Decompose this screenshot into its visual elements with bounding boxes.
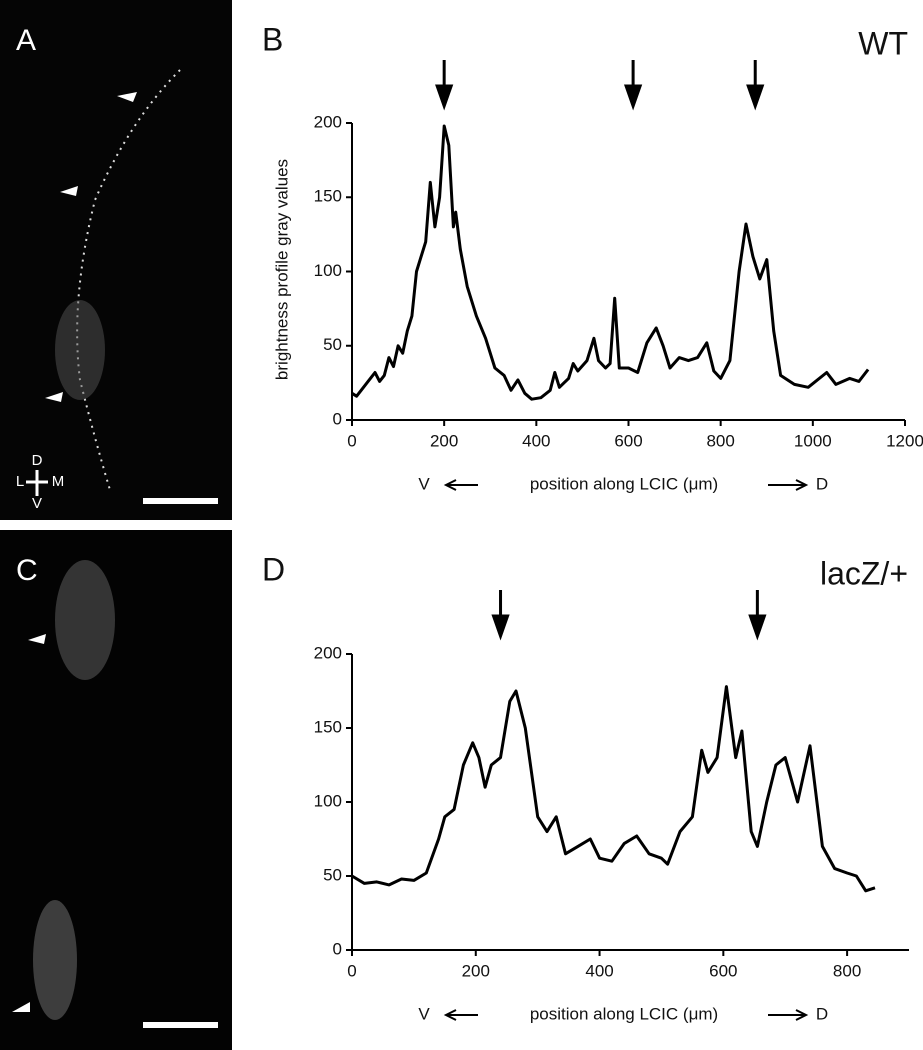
data-line xyxy=(351,685,876,893)
x-axis-label: D xyxy=(816,474,828,493)
stain xyxy=(55,560,115,680)
panel-label: C xyxy=(16,554,38,587)
y-tick-label: 50 xyxy=(323,865,342,884)
x-axis-label: position along LCIC (μm) xyxy=(530,474,718,493)
label-arrow xyxy=(768,1009,809,1021)
orientation-label: M xyxy=(52,473,65,490)
y-tick-label: 200 xyxy=(314,643,342,662)
x-tick-label: 600 xyxy=(709,961,737,980)
x-axis-label: V xyxy=(418,1004,430,1023)
peak-arrow xyxy=(491,590,510,641)
x-axis-label: D xyxy=(816,1004,828,1023)
x-tick-label: 1200 xyxy=(886,431,923,450)
x-tick-label: 200 xyxy=(462,961,490,980)
orientation-cross xyxy=(26,470,48,496)
peak-arrow xyxy=(748,590,767,641)
x-tick-label: 0 xyxy=(347,961,356,980)
chart-label: lacZ/+ xyxy=(820,555,908,591)
y-tick-label: 150 xyxy=(314,187,342,206)
orientation-label: V xyxy=(32,495,42,512)
panel-label: D xyxy=(262,551,285,587)
scale-bar xyxy=(143,498,218,504)
label-arrow xyxy=(443,1009,478,1021)
peak-arrow xyxy=(435,60,454,111)
y-tick-label: 100 xyxy=(314,791,342,810)
x-tick-label: 600 xyxy=(614,431,642,450)
x-tick-label: 400 xyxy=(522,431,550,450)
x-tick-label: 400 xyxy=(585,961,613,980)
y-tick-label: 100 xyxy=(314,261,342,280)
stain xyxy=(33,900,77,1020)
orientation-label: D xyxy=(32,452,43,469)
y-axis-label: brightness profile gray values xyxy=(272,159,291,380)
chart-label: WT xyxy=(858,25,908,61)
data-line xyxy=(351,124,870,401)
peak-arrow xyxy=(623,60,643,111)
y-tick-label: 50 xyxy=(323,335,342,354)
x-tick-label: 1000 xyxy=(794,431,832,450)
panel-label: A xyxy=(16,24,36,57)
x-axis-label: V xyxy=(418,474,430,493)
x-tick-label: 800 xyxy=(706,431,734,450)
orientation-label: L xyxy=(16,473,24,490)
x-tick-label: 800 xyxy=(833,961,861,980)
stain xyxy=(55,300,105,400)
panel-label: B xyxy=(262,21,283,57)
y-tick-label: 150 xyxy=(314,717,342,736)
label-arrow xyxy=(443,479,478,491)
x-tick-label: 200 xyxy=(430,431,458,450)
y-tick-label: 0 xyxy=(333,939,342,958)
x-tick-label: 0 xyxy=(347,431,356,450)
tracing-line xyxy=(76,69,181,491)
x-axis-label: position along LCIC (μm) xyxy=(530,1004,718,1023)
y-tick-label: 0 xyxy=(333,409,342,428)
peak-arrow xyxy=(746,60,765,111)
micrograph-a xyxy=(0,0,232,520)
y-tick-label: 200 xyxy=(314,112,342,131)
scale-bar xyxy=(143,1022,218,1028)
label-arrow xyxy=(768,479,809,491)
